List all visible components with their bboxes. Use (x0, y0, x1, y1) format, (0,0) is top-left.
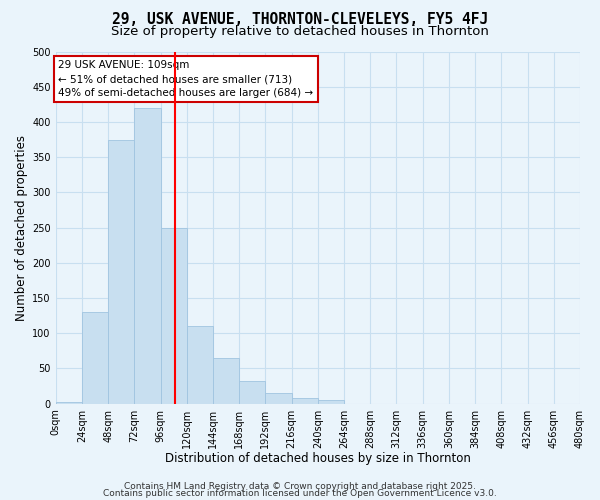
Bar (318, 400, 344, 404)
Text: Size of property relative to detached houses in Thornton: Size of property relative to detached ho… (111, 25, 489, 38)
Text: 29 USK AVENUE: 109sqm
← 51% of detached houses are smaller (713)
49% of semi-det: 29 USK AVENUE: 109sqm ← 51% of detached … (58, 60, 313, 98)
Bar (161, 228, 187, 404)
Y-axis label: Number of detached properties: Number of detached properties (15, 134, 28, 320)
Bar (239, 381, 265, 404)
Text: 29, USK AVENUE, THORNTON-CLEVELEYS, FY5 4FJ: 29, USK AVENUE, THORNTON-CLEVELEYS, FY5 … (112, 12, 488, 28)
Bar (82, 312, 108, 404)
Bar (265, 393, 292, 404)
Bar (213, 358, 239, 404)
Bar (292, 398, 318, 404)
Bar (134, 108, 161, 404)
X-axis label: Distribution of detached houses by size in Thornton: Distribution of detached houses by size … (165, 452, 471, 465)
Text: Contains HM Land Registry data © Crown copyright and database right 2025.: Contains HM Land Registry data © Crown c… (124, 482, 476, 491)
Bar (187, 326, 213, 404)
Bar (56, 402, 82, 404)
Bar (108, 140, 134, 404)
Text: Contains public sector information licensed under the Open Government Licence v3: Contains public sector information licen… (103, 490, 497, 498)
